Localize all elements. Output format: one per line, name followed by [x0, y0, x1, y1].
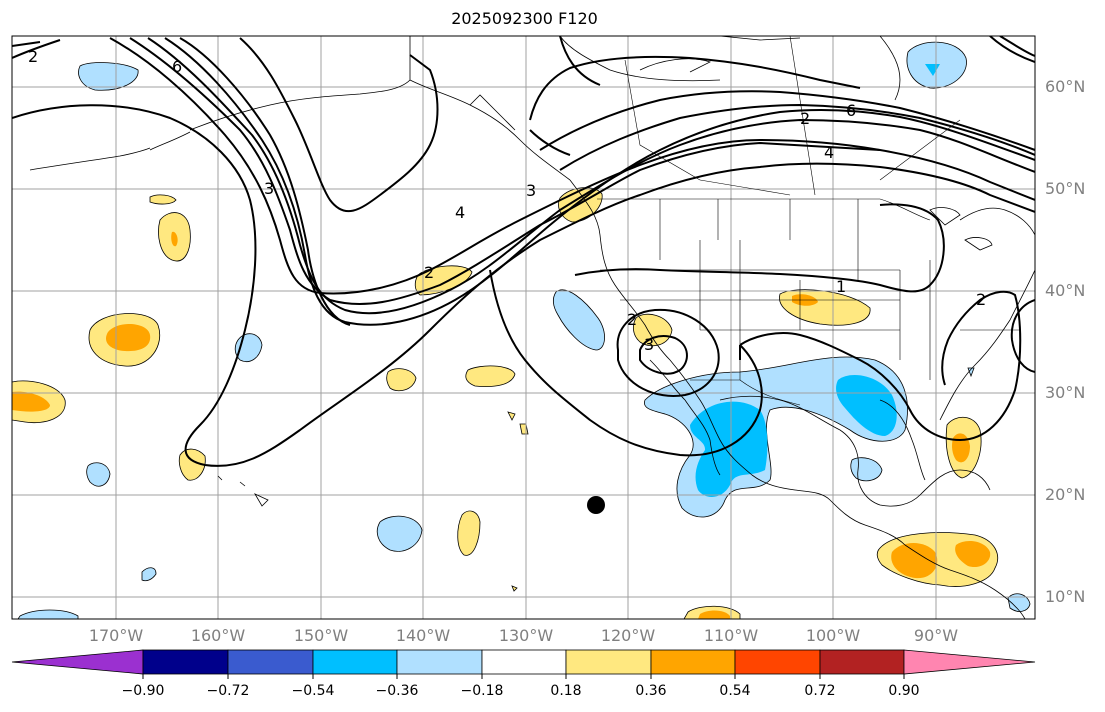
contour-label: 4: [455, 203, 465, 222]
colorbar-tick-label: −0.18: [460, 683, 504, 699]
negative-anomaly: [1007, 593, 1031, 612]
lat-label: 40°N: [1045, 281, 1086, 300]
colorbar-bin: [650, 649, 736, 675]
contour-label: 3: [264, 179, 274, 198]
positive-anomaly: [171, 231, 178, 247]
contour-label: 2: [627, 310, 637, 329]
contour-label: 1: [836, 277, 846, 296]
colorbar-bin: [481, 649, 567, 675]
contour-label: 3: [526, 181, 536, 200]
contour-label-group: 2 6 3 4 2 3 2 6 4 1 2 3 2: [28, 47, 986, 354]
lon-label: 90°W: [913, 626, 959, 645]
lon-label: 140°W: [395, 626, 451, 645]
colorbar-bin: [396, 649, 483, 675]
positive-anomaly: [955, 540, 991, 568]
height-contours: [12, 36, 1035, 467]
contour-extras: [12, 41, 1035, 373]
positive-anomaly: [519, 423, 529, 435]
positive-anomaly: [12, 391, 50, 412]
colorbar-tick-label: −0.72: [206, 683, 250, 699]
contour-label: 6: [846, 101, 856, 120]
lat-label: 50°N: [1045, 179, 1086, 198]
positive-anomaly: [386, 368, 417, 392]
negative-anomaly: [690, 401, 768, 497]
colorbar-bin: [227, 649, 314, 675]
lon-label: 130°W: [498, 626, 554, 645]
lon-label: 150°W: [293, 626, 349, 645]
colorbar-max-extension: [903, 649, 1036, 675]
colorbar-tick-label: −0.90: [121, 683, 165, 699]
contour-label: 4: [824, 143, 834, 162]
negative-anomaly: [836, 375, 897, 436]
lon-label: 110°W: [703, 626, 759, 645]
lon-label: 160°W: [190, 626, 246, 645]
colorbar-bin: [142, 649, 229, 675]
positive-anomaly: [105, 324, 151, 352]
political-borders: [597, 36, 1020, 406]
lat-label: 60°N: [1045, 77, 1086, 96]
colorbar-bin: [565, 649, 652, 675]
graticule: [12, 36, 1035, 619]
contour-label: 2: [976, 290, 986, 309]
colorbar-tick-label: −0.36: [375, 683, 419, 699]
lat-label: 20°N: [1045, 485, 1086, 504]
positive-anomaly: [779, 289, 871, 326]
map-title: 2025092300 F120: [451, 9, 598, 28]
colorbar: [11, 649, 1036, 679]
positive-anomaly: [698, 610, 730, 619]
positive-anomaly: [891, 543, 938, 579]
contour-label: 2: [424, 263, 434, 282]
lon-label: 170°W: [88, 626, 144, 645]
colorbar-bin: [734, 649, 821, 675]
negative-anomaly: [78, 62, 139, 91]
lon-label: 100°W: [805, 626, 861, 645]
colorbar-bin: [819, 649, 905, 675]
negative-anomaly: [850, 457, 883, 482]
lat-label: 10°N: [1045, 587, 1086, 606]
colorbar-tick-label: 0.90: [888, 683, 920, 699]
location-marker: [587, 496, 605, 514]
positive-anomaly: [149, 194, 177, 205]
contour-label: 2: [28, 47, 38, 66]
colorbar-tick-label: 0.54: [719, 683, 751, 699]
colorbar-tick-label: 0.36: [635, 683, 667, 699]
positive-anomaly: [558, 187, 603, 223]
colorbar-tick-label: −0.54: [291, 683, 335, 699]
negative-anomaly: [86, 462, 111, 487]
positive-anomaly: [511, 585, 518, 592]
plot-frame: [11, 35, 1036, 620]
lon-label: 120°W: [600, 626, 656, 645]
positive-anomaly: [465, 365, 516, 387]
positive-anomaly: [507, 411, 516, 421]
contour-label: 6: [172, 57, 182, 76]
shaded-anomalies: [12, 41, 1031, 619]
negative-anomaly: [552, 289, 605, 351]
positive-anomaly: [457, 510, 481, 556]
negative-anomaly: [376, 515, 423, 552]
negative-anomaly: [141, 567, 157, 582]
colorbar-tick-label: 0.18: [550, 683, 582, 699]
negative-anomaly: [967, 367, 975, 378]
colorbar-min-extension: [11, 649, 144, 675]
lat-label: 30°N: [1045, 383, 1086, 402]
contour-label: 2: [800, 109, 810, 128]
positive-anomaly: [178, 448, 206, 481]
coastlines: [29, 36, 1035, 619]
colorbar-tick-label: 0.72: [804, 683, 836, 699]
contour-label: 3: [644, 335, 654, 354]
colorbar-bin: [312, 649, 398, 675]
negative-anomaly: [17, 609, 79, 619]
